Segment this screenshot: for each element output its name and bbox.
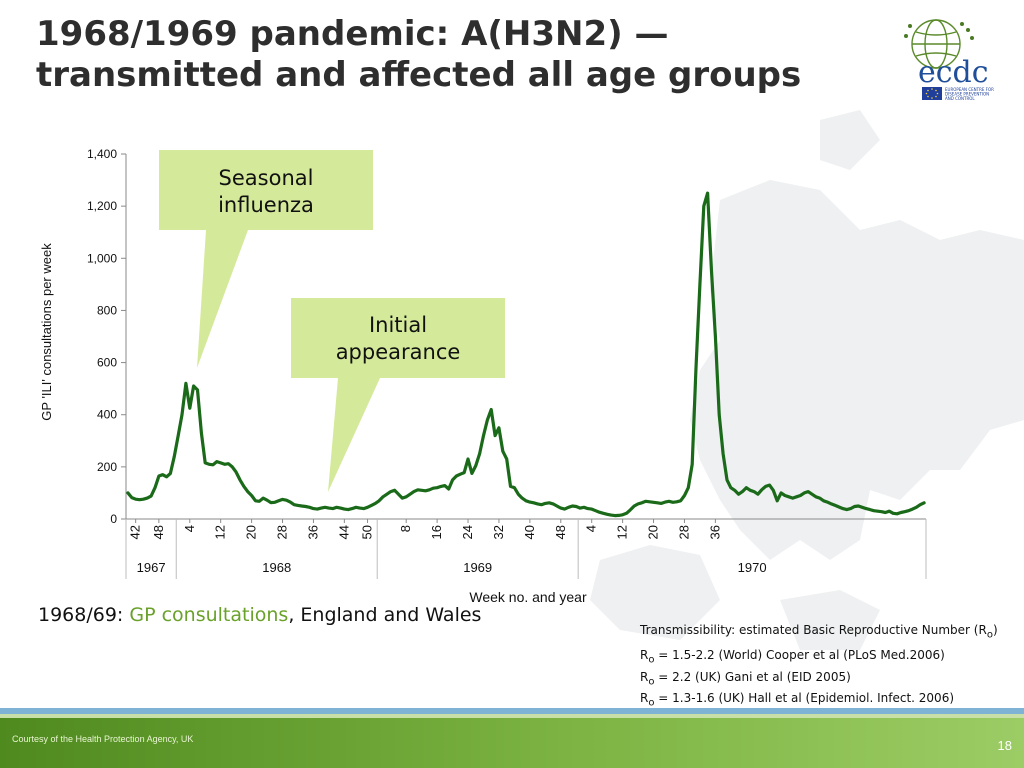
slide-title: 1968/1969 pandemic: A(H3N2) — transmitte…	[36, 14, 856, 96]
slide-footer: Courtesy of the Health Protection Agency…	[0, 718, 1024, 768]
year-label: 1967	[137, 560, 166, 575]
callout-initial-line-1: Initial	[369, 313, 427, 337]
background-map	[590, 110, 1024, 650]
x-tick-label: 48	[151, 525, 166, 539]
x-tick-label: 32	[491, 525, 506, 539]
callout-seasonal-box	[159, 150, 373, 368]
ecdc-logo: ecdc EUROPEAN CENTRE FOR DISEASE PREVENT…	[904, 19, 994, 101]
x-tick-label: 12	[615, 525, 630, 539]
y-tick-label: 600	[97, 356, 117, 370]
title-line-2: transmitted and affected all age groups	[36, 55, 802, 95]
footer-credit: Courtesy of the Health Protection Agency…	[12, 734, 194, 744]
callout-seasonal-line-1: Seasonal	[219, 166, 314, 190]
x-tick-label: 50	[360, 525, 375, 539]
footer-stripe-blue	[0, 708, 1024, 714]
ili-line-chart: GP 'ILI' consultations per week 0 200 400 6…	[39, 147, 927, 605]
title-line-1: 1968/1969 pandemic: A(H3N2) —	[36, 14, 669, 54]
y-tick-label: 0	[110, 512, 117, 526]
callout-initial-line-2: appearance	[336, 340, 461, 364]
x-tick-label: 28	[677, 525, 692, 539]
logo-line-2: DISEASE PREVENTION	[945, 92, 989, 97]
callout-seasonal-line-2: influenza	[218, 193, 314, 217]
x-tick-label: 8	[398, 525, 413, 532]
y-tick-label: 200	[97, 460, 117, 474]
x-tick-label: 44	[336, 525, 351, 539]
ili-series-line	[126, 191, 926, 518]
globe-icon	[911, 19, 961, 69]
year-label: 1968	[262, 560, 291, 575]
logo-line-3: AND CONTROL	[945, 96, 975, 101]
x-tick-label: 24	[460, 525, 475, 539]
y-tick-label: 800	[97, 303, 117, 317]
transmissibility-notes: Transmissibility: estimated Basic Reprod…	[640, 622, 998, 712]
notes-line-3: Ro = 1.3-1.6 (UK) Hall et al (Epidemiol.…	[640, 691, 955, 709]
year-label: 1970	[738, 560, 767, 575]
caption-highlight: GP consultations	[129, 604, 289, 626]
chart-caption: 1968/69: GP consultations, England and W…	[38, 604, 481, 626]
y-tick-label: 1,400	[87, 147, 117, 161]
logo-wordmark: ecdc	[918, 55, 989, 90]
x-tick-label: 28	[275, 525, 290, 539]
x-tick-label: 20	[646, 525, 661, 539]
y-tick-label: 400	[97, 408, 117, 422]
x-tick-label: 36	[707, 525, 722, 539]
x-axis: 42 48 4 12 20 28 36 44 50 8 16 24 32 40 48 4 12 20 28 36 196…	[125, 518, 927, 579]
year-label: 1969	[463, 560, 492, 575]
x-tick-label: 40	[522, 525, 537, 539]
notes-heading: Transmissibility: estimated Basic Reprod…	[640, 623, 998, 641]
caption-suffix: , England and Wales	[288, 604, 482, 626]
y-axis-label: GP 'ILI' consultations per week	[39, 243, 54, 421]
eu-flag-icon	[922, 87, 942, 100]
logo-line-1: EUROPEAN CENTRE FOR	[945, 87, 994, 92]
callout-initial: Initial appearance	[291, 298, 505, 492]
notes-line-2: Ro = 2.2 (UK) Gani et al (EID 2005)	[640, 669, 851, 688]
x-tick-label: 16	[429, 525, 444, 539]
footer-stripe-light	[0, 714, 1024, 718]
x-tick-label: 48	[553, 525, 568, 539]
x-tick-label: 36	[305, 525, 320, 539]
x-tick-label: 4	[182, 525, 197, 532]
y-tick-label: 1,200	[87, 199, 117, 213]
y-tick-label: 1,000	[87, 251, 117, 265]
notes-line-1: Ro = 1.5-2.2 (World) Cooper et al (PLoS …	[640, 648, 945, 666]
callouts: Seasonal influenza Initial appearance	[159, 150, 505, 492]
stars-icon	[904, 22, 974, 40]
x-tick-label: 12	[213, 525, 228, 539]
x-tick-label: 42	[128, 525, 143, 539]
y-axis: 0 200 400 600 800 1,000 1,200 1,400	[87, 147, 127, 526]
x-axis-label: Week no. and year	[469, 589, 587, 605]
x-tick-label: 4	[584, 525, 599, 532]
caption-prefix: 1968/69:	[38, 604, 130, 626]
callout-seasonal: Seasonal influenza	[159, 150, 373, 368]
x-tick-label: 20	[244, 525, 259, 539]
page-number: 18	[997, 738, 1012, 753]
callout-initial-box	[291, 298, 505, 492]
